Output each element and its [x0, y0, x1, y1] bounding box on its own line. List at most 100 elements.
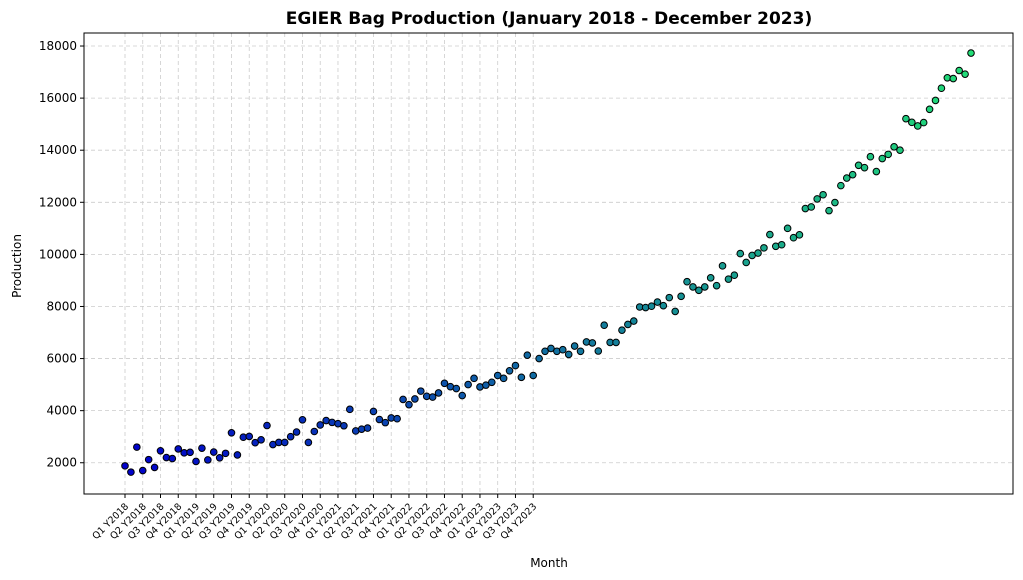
data-point: [304, 438, 313, 447]
y-axis-label: Production: [10, 234, 24, 298]
data-point: [872, 167, 881, 176]
data-point: [541, 347, 549, 356]
y-tick-label: 16000: [39, 91, 77, 105]
y-tick-label: 14000: [39, 143, 77, 157]
data-point: [464, 380, 472, 389]
data-point: [689, 283, 697, 291]
data-point: [819, 190, 827, 199]
x-axis-label: Month: [530, 556, 568, 570]
y-tick-label: 10000: [39, 247, 77, 261]
data-point: [186, 448, 194, 457]
data-point: [908, 118, 916, 127]
data-point: [570, 342, 579, 350]
data-point: [535, 354, 543, 363]
chart-title: EGIER Bag Production (January 2018 - Dec…: [286, 9, 812, 29]
data-point: [292, 428, 301, 436]
data-point: [754, 249, 762, 257]
data-point: [393, 414, 401, 423]
data-point: [499, 374, 508, 383]
data-point: [647, 302, 656, 311]
data-point: [955, 66, 963, 75]
data-point: [138, 466, 147, 475]
data-point: [375, 415, 384, 424]
data-point: [629, 317, 638, 325]
data-point: [807, 203, 816, 211]
data-point: [168, 454, 177, 463]
data-point: [724, 275, 733, 283]
data-point: [842, 174, 851, 182]
plot-frame: [83, 32, 1014, 495]
data-point: [523, 351, 532, 359]
data-point: [411, 395, 419, 403]
data-point: [706, 274, 715, 282]
data-point: [363, 424, 372, 432]
data-point: [949, 74, 958, 83]
data-point: [127, 468, 135, 476]
data-point: [405, 400, 413, 409]
data-point: [440, 379, 449, 388]
data-point: [428, 393, 437, 401]
data-point: [760, 244, 768, 252]
data-point: [848, 170, 857, 179]
data-point: [866, 152, 875, 161]
data-point: [144, 455, 153, 464]
data-point: [913, 122, 922, 130]
data-point: [263, 421, 271, 430]
data-point: [961, 70, 969, 78]
data-point: [227, 428, 236, 437]
data-point: [783, 224, 792, 233]
y-tick-label: 12000: [39, 195, 77, 209]
data-point: [215, 453, 224, 462]
data-point: [624, 320, 632, 329]
data-point: [150, 463, 159, 472]
data-point: [381, 418, 390, 427]
data-point: [777, 240, 786, 249]
data-point: [245, 432, 254, 441]
y-axis: 2000 4000 6000 8000 10000 12000 14000 16000 1800…: [39, 39, 84, 470]
data-point: [286, 432, 295, 441]
data-point: [209, 448, 218, 456]
data-point: [813, 195, 821, 203]
data-point: [878, 154, 887, 163]
data-point: [837, 181, 845, 190]
data-point: [683, 277, 691, 286]
data-point: [434, 389, 443, 397]
data-point: [896, 146, 904, 155]
data-point: [671, 307, 679, 316]
data-point: [742, 258, 750, 267]
data-point: [482, 381, 490, 389]
data-point: [695, 286, 703, 295]
data-point: [310, 427, 319, 436]
data-point: [198, 444, 206, 452]
data-point: [860, 163, 869, 172]
data-point: [600, 321, 609, 330]
data-point: [576, 347, 585, 356]
data-point: [192, 457, 200, 466]
data-point: [121, 462, 129, 470]
data-point: [730, 271, 739, 280]
data-point: [505, 367, 514, 375]
data-point: [612, 338, 620, 347]
data-point: [795, 231, 804, 239]
data-point: [493, 371, 502, 380]
data-point: [919, 118, 928, 127]
data-point: [417, 387, 425, 395]
data-point: [925, 105, 934, 114]
data-point: [517, 373, 526, 382]
data-point: [487, 378, 496, 387]
data-point: [340, 421, 348, 430]
y-tick-label: 8000: [46, 299, 77, 313]
grid-layer: [84, 33, 1013, 494]
data-point: [967, 49, 975, 57]
data-point: [316, 421, 325, 429]
points-layer: [121, 49, 975, 476]
y-tick-label: 6000: [46, 352, 77, 366]
y-tick-label: 2000: [46, 456, 77, 470]
data-point: [890, 143, 898, 151]
data-point: [346, 405, 354, 414]
data-point: [558, 345, 567, 354]
data-point: [831, 198, 839, 207]
y-tick-label: 4000: [46, 404, 77, 418]
